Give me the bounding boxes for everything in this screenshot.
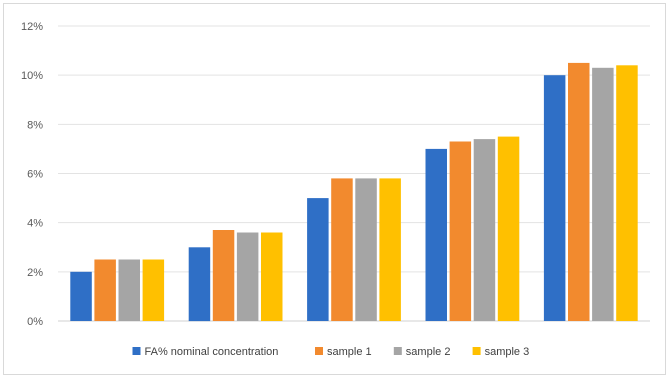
bar: [568, 62, 590, 322]
bar: [425, 148, 447, 321]
bar: [355, 178, 377, 321]
y-tick-label: 10%: [21, 70, 43, 82]
legend-label: sample 2: [406, 346, 451, 358]
bar: [473, 139, 496, 321]
bar: [449, 141, 472, 321]
y-tick-label: 2%: [27, 267, 43, 279]
bar: [94, 259, 116, 321]
bar: [592, 67, 614, 321]
legend-label: sample 1: [327, 346, 372, 358]
legend-swatch: [472, 347, 481, 355]
y-tick-label: 8%: [27, 119, 43, 131]
y-tick-label: 4%: [27, 218, 43, 230]
bar: [142, 259, 165, 321]
bar: [307, 198, 329, 321]
y-tick-label: 0%: [27, 316, 43, 328]
bar: [236, 232, 259, 321]
y-tick-label: 6%: [27, 169, 43, 181]
legend-swatch: [315, 347, 323, 355]
bar: [118, 259, 140, 321]
legend-label: sample 3: [485, 346, 530, 358]
y-tick-label: 12%: [21, 21, 43, 33]
bar: [379, 178, 401, 321]
bar: [212, 230, 235, 321]
bar: [331, 178, 353, 321]
legend-label: FA% nominal concentration: [145, 346, 279, 358]
legend-swatch: [393, 347, 402, 355]
bar: [188, 247, 211, 322]
bar: [261, 232, 283, 321]
bar: [497, 136, 520, 321]
legend-swatch: [132, 347, 141, 355]
bar: [70, 271, 92, 321]
bar: [543, 75, 566, 321]
bar: [616, 65, 638, 321]
